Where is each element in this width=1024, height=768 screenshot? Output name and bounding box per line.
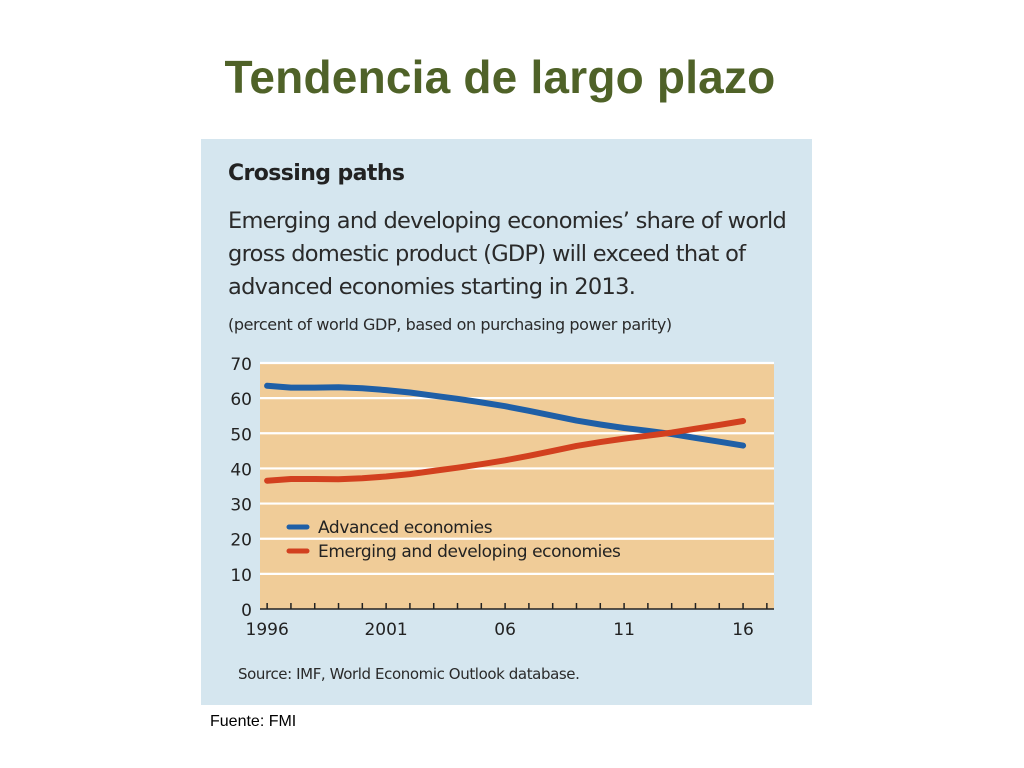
y-tick-label: 40 — [230, 460, 252, 480]
line-chart: 0 10 20 30 40 50 60 70 1996 2001 06 11 16 Advanced ec… — [230, 355, 774, 640]
y-tick-label: 20 — [230, 531, 252, 551]
x-tick-label: 11 — [613, 620, 635, 640]
x-tick-label: 2001 — [364, 620, 407, 640]
chart-units-note: (percent of world GDP, based on purchasi… — [228, 315, 672, 334]
y-tick-label: 30 — [230, 496, 252, 516]
legend-label: Advanced economies — [318, 518, 493, 538]
chart-panel: Crossing paths Emerging and developing e… — [201, 139, 812, 705]
x-tick-label: 1996 — [246, 620, 289, 640]
footer-note: Fuente: FMI — [210, 713, 297, 730]
chart-source: Source: IMF, World Economic Outlook data… — [238, 665, 580, 683]
plot-area — [260, 363, 774, 609]
x-tick-label: 16 — [732, 620, 754, 640]
x-tick-label: 06 — [494, 620, 516, 640]
y-tick-label: 70 — [230, 355, 252, 375]
y-tick-label: 0 — [241, 601, 252, 621]
legend-label: Emerging and developing economies — [318, 542, 621, 562]
slide-title: Tendencia de largo plazo — [224, 51, 776, 103]
series-line-emerging — [264, 418, 747, 484]
y-tick-label: 10 — [230, 566, 252, 586]
chart-subtitle: Emerging and developing economies’ share… — [228, 208, 787, 300]
y-tick-label: 60 — [230, 390, 252, 410]
y-tick-label: 50 — [230, 425, 252, 445]
chart-title: Crossing paths — [228, 161, 405, 186]
